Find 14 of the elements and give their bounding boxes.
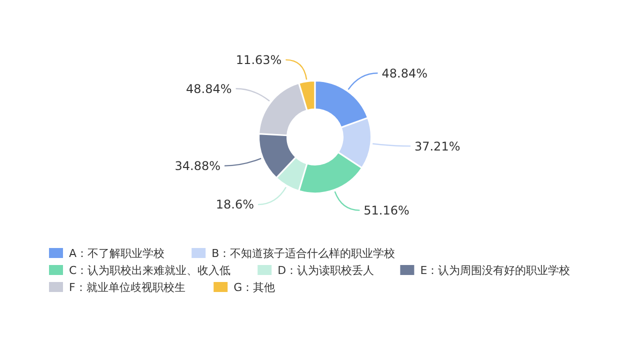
data-label: 48.84% xyxy=(186,82,232,96)
data-label: 51.16% xyxy=(364,204,410,218)
legend-label: A：不了解职业学校 xyxy=(69,246,165,260)
legend-label: F：就业单位歧视职校生 xyxy=(69,280,186,294)
legend-label: E：认为周围没有好的职业学校 xyxy=(420,264,570,277)
legend-label: D：认为读职校丢人 xyxy=(278,264,374,277)
legend-label: G：其他 xyxy=(234,280,276,294)
data-label: 37.21% xyxy=(414,139,460,154)
legend-label: C：认为职校出来难就业、收入低 xyxy=(69,264,231,277)
data-label: 18.6% xyxy=(216,198,254,212)
data-label: 48.84% xyxy=(382,66,428,80)
legend-label: B：不知道孩子适合什么样的职业学校 xyxy=(212,246,396,260)
data-label: 11.63% xyxy=(236,53,282,68)
data-label: 34.88% xyxy=(174,159,221,174)
